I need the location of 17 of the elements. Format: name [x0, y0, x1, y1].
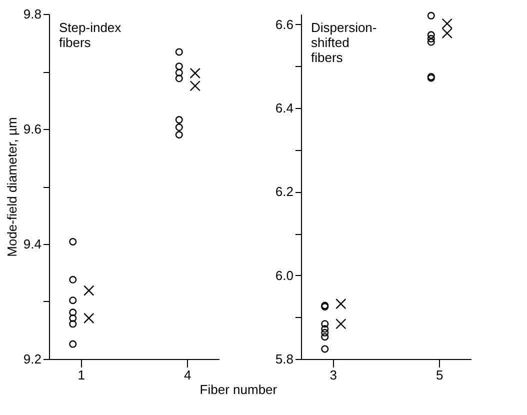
x-tick-label: 4 — [184, 368, 192, 382]
y-tick-label: 6.2 — [275, 184, 294, 200]
y-tick-label: 5.8 — [275, 352, 294, 366]
y-tick-label: 9.6 — [23, 122, 42, 136]
annotation: Step-index fibers — [59, 20, 122, 50]
y-tick-label: 9.8 — [23, 6, 42, 22]
x-axis-title: Fiber number — [200, 382, 278, 397]
y-tick-label: 9.4 — [23, 236, 42, 252]
y-tick-label: 6.6 — [275, 16, 294, 32]
annotation: Dispersion- shifted fibers — [311, 20, 377, 65]
x-tick-label: 5 — [436, 368, 444, 382]
y-tick-label: 6.0 — [275, 268, 294, 283]
y-tick-label: 9.2 — [23, 352, 42, 366]
x-tick-label: 3 — [330, 368, 337, 382]
x-tick-label: 1 — [78, 368, 85, 382]
y-tick-label: 6.4 — [275, 100, 294, 116]
y-axis-title: Mode-field diameter, µm — [4, 117, 20, 257]
